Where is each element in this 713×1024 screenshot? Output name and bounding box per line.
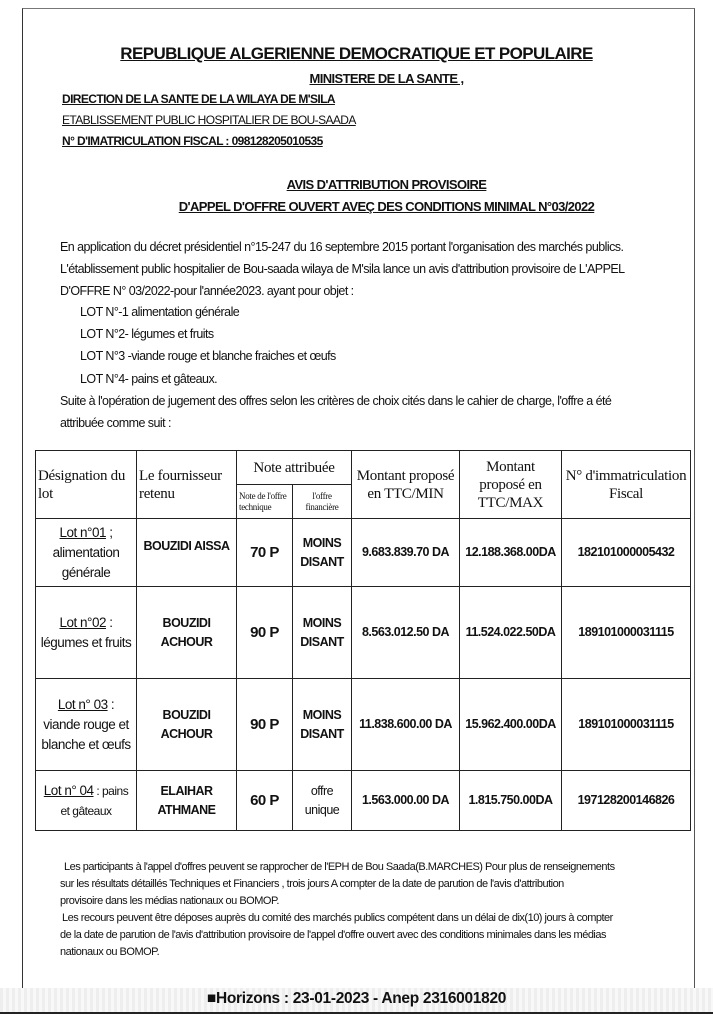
header-designation: Désignation du lot bbox=[35, 450, 137, 519]
direction-line: DIRECTION DE LA SANTE DE LA WILAYA DE M'… bbox=[62, 92, 336, 106]
header-amount-min: Montant proposé en TTC/MIN bbox=[351, 450, 460, 519]
amount-min-cell: 9.683.839.70 DA bbox=[351, 518, 460, 587]
amount-max-cell: 1.815.750.00DA bbox=[459, 770, 562, 831]
lot-number: Lot n° 04 bbox=[43, 782, 94, 798]
publication-reference: ■Horizons : 23-01-2023 - Anep 2316001820 bbox=[206, 990, 507, 1007]
lot-list-item: LOT N°3 -viande rouge et blanche fraiche… bbox=[80, 349, 336, 363]
financial-offer-cell: MOINS DISANT bbox=[292, 518, 352, 587]
lot-description: : viande rouge et blanche et œufs bbox=[41, 696, 131, 752]
table-row: Lot n°02 : légumes et fruits BOUZIDI ACH… bbox=[35, 586, 691, 679]
intro-paragraph-line: L'établissement public hospitalier de Bo… bbox=[60, 262, 625, 276]
technical-score-cell: 90 P bbox=[236, 586, 293, 679]
intro-paragraph-line: Suite à l'opération de jugement des offr… bbox=[60, 394, 612, 408]
technical-score-cell: 70 P bbox=[236, 518, 293, 587]
ministry-heading: MINISTERE DE LA SANTE , bbox=[309, 71, 464, 86]
notice-subtitle: D'APPEL D'OFFRE OUVERT AVEÇ DES CONDITIO… bbox=[178, 199, 595, 214]
amount-max-cell: 11.524.022.50DA bbox=[459, 586, 562, 679]
table-subheader-row: Note de l'offre technique l'offre financ… bbox=[36, 484, 691, 519]
lot-cell: Lot n° 04 : pains et gâteaux bbox=[35, 770, 137, 831]
lot-cell: Lot n°01 ; alimentation générale bbox=[35, 518, 137, 587]
supplier-cell: BOUZIDI ACHOUR bbox=[136, 586, 237, 679]
intro-paragraph-line: En application du décret présidentiel n°… bbox=[60, 240, 624, 254]
header-note: Note attribuée bbox=[236, 450, 352, 485]
amount-min-cell: 1.563.000.00 DA bbox=[351, 770, 460, 831]
table-header-row: Désignation du lot Le fournisseur retenu… bbox=[35, 450, 691, 519]
footer-line: provisoire dans les médias nationaux ou … bbox=[60, 895, 279, 907]
footer-line: de la date de parution de l'avis d'attri… bbox=[60, 929, 607, 941]
lot-number: Lot n° 03 bbox=[57, 696, 108, 712]
page-frame bbox=[22, 8, 695, 1013]
notice-title: AVIS D'ATTRIBUTION PROVISOIRE bbox=[286, 177, 487, 192]
intro-paragraph-line: D'OFFRE N° 03/2022-pour l'année2023. aya… bbox=[60, 284, 354, 298]
footer-line: sur les résultats détaillés Techniques e… bbox=[60, 878, 564, 890]
footer-line: nationaux ou BOMOP. bbox=[60, 946, 160, 958]
header-note-financial: l'offre financière bbox=[292, 484, 352, 519]
header-note-technical: Note de l'offre technique bbox=[236, 484, 293, 519]
fiscal-number-line: N° D'IMATRICULATION FISCAL : 09812820501… bbox=[62, 134, 323, 148]
table-row: Lot n° 04 : pains et gâteaux ELAIHAR ATH… bbox=[35, 770, 691, 831]
intro-paragraph-line: attribuée comme suit : bbox=[60, 416, 171, 430]
financial-offer-cell: MOINS DISANT bbox=[292, 586, 352, 679]
footer-line: Les recours peuvent être déposes auprès … bbox=[62, 912, 613, 924]
attribution-table: Désignation du lot Le fournisseur retenu… bbox=[35, 450, 691, 831]
lot-description: ; alimentation générale bbox=[52, 524, 120, 580]
supplier-cell: ELAIHAR ATHMANE bbox=[136, 770, 237, 831]
amount-min-cell: 11.838.600.00 DA bbox=[351, 678, 460, 771]
technical-score-cell: 60 P bbox=[236, 770, 293, 831]
footer-line: Les participants à l'appel d'offres peuv… bbox=[64, 861, 615, 873]
fiscal-number-cell: 197128200146826 bbox=[561, 770, 691, 831]
republic-heading: REPUBLIQUE ALGERIENNE DEMOCRATIQUE ET PO… bbox=[120, 44, 593, 63]
lot-number: Lot n°02 bbox=[59, 614, 107, 630]
lot-list-item: LOT N°-1 alimentation générale bbox=[80, 305, 240, 319]
financial-offer-cell: offre unique bbox=[292, 770, 352, 831]
lot-list-item: LOT N°4- pains et gâteaux. bbox=[80, 372, 218, 386]
lot-number: Lot n°01 bbox=[59, 524, 107, 540]
establishment-line: ETABLISSEMENT PUBLIC HOSPITALIER DE BOU-… bbox=[62, 113, 356, 127]
supplier-cell: BOUZIDI AISSA bbox=[136, 518, 237, 587]
table-row: Lot n°01 ; alimentation générale BOUZIDI… bbox=[35, 518, 691, 587]
fiscal-number-cell: 189101000031115 bbox=[561, 586, 691, 679]
lot-cell: Lot n° 03 : viande rouge et blanche et œ… bbox=[35, 678, 137, 771]
lot-description: : légumes et fruits bbox=[40, 614, 132, 650]
supplier-cell: BOUZIDI ACHOUR bbox=[136, 678, 237, 771]
amount-max-cell: 15.962.400.00DA bbox=[459, 678, 562, 771]
amount-min-cell: 8.563.012.50 DA bbox=[351, 586, 460, 679]
fiscal-number-cell: 189101000031115 bbox=[561, 678, 691, 771]
header-amount-max: Montant proposé en TTC/MAX bbox=[459, 450, 562, 519]
lot-list-item: LOT N°2- légumes et fruits bbox=[80, 327, 214, 341]
technical-score-cell: 90 P bbox=[236, 678, 293, 771]
amount-max-cell: 12.188.368.00DA bbox=[459, 518, 562, 587]
header-supplier: Le fournisseur retenu bbox=[136, 450, 237, 519]
table-row: Lot n° 03 : viande rouge et blanche et œ… bbox=[35, 678, 691, 771]
lot-cell: Lot n°02 : légumes et fruits bbox=[35, 586, 137, 679]
publication-band bbox=[0, 988, 713, 1014]
header-fiscal-number: N° d'immatriculation Fiscal bbox=[561, 450, 691, 519]
lot-description: : pains et gâteaux bbox=[60, 783, 129, 818]
fiscal-number-cell: 182101000005432 bbox=[561, 518, 691, 587]
financial-offer-cell: MOINS DISANT bbox=[292, 678, 352, 771]
